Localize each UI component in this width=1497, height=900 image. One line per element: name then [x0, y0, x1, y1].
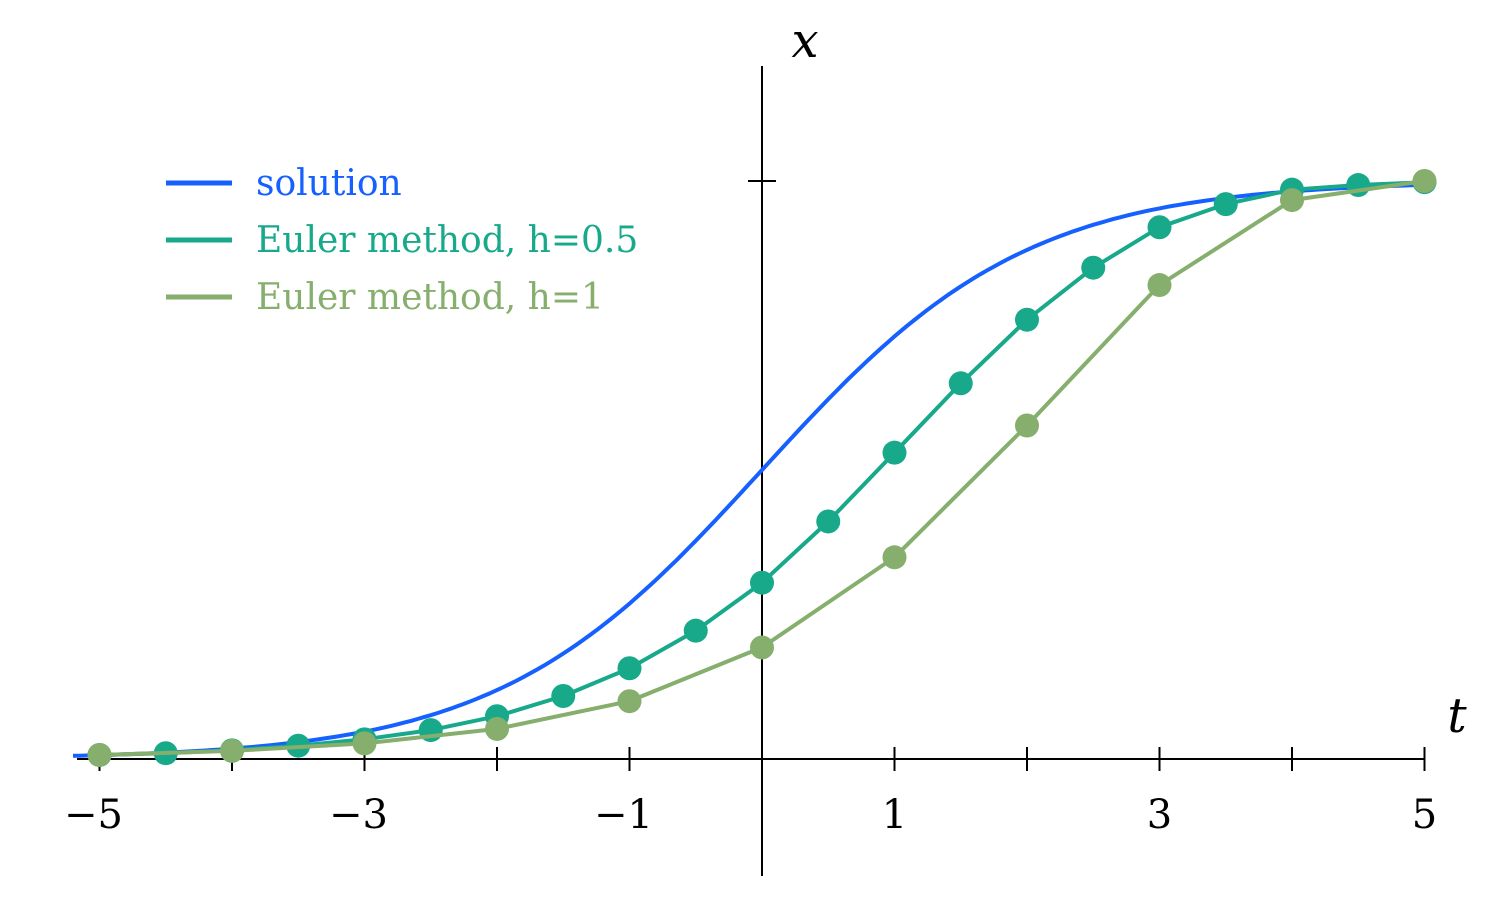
x-tick-label: −1 — [594, 792, 653, 838]
data-point — [1147, 215, 1172, 240]
data-point — [1412, 169, 1437, 193]
data-point — [485, 716, 509, 741]
data-point — [1015, 307, 1039, 332]
data-point — [683, 618, 708, 643]
data-point — [882, 440, 907, 465]
x-tick-label: 5 — [1412, 792, 1437, 838]
data-point — [352, 731, 377, 756]
data-point — [1280, 188, 1304, 213]
x-tick-label: −5 — [64, 792, 123, 838]
data-point — [750, 570, 774, 595]
data-point — [87, 742, 112, 767]
data-point — [882, 545, 907, 570]
legend-label: solution — [256, 163, 402, 204]
data-point — [1147, 273, 1172, 298]
data-point — [1015, 413, 1039, 438]
data-point — [1081, 255, 1106, 280]
data-point — [220, 738, 244, 763]
legend-label: Euler method, h=1 — [256, 277, 604, 318]
series-line-1 — [72, 182, 1425, 758]
data-point — [948, 371, 973, 396]
data-point — [1213, 192, 1238, 217]
axes: −5 −3 −1 1 3 5 t x — [64, 13, 1467, 876]
x-axis-label: x — [791, 13, 818, 69]
data-point — [617, 689, 642, 714]
data-point — [617, 656, 642, 681]
data-point — [750, 635, 774, 660]
x-tick-label: −3 — [329, 792, 388, 838]
data-point — [816, 509, 841, 534]
series-layer — [72, 169, 1437, 767]
t-axis-label: t — [1447, 688, 1467, 744]
legend-label: Euler method, h=0.5 — [256, 220, 638, 261]
data-point — [551, 683, 576, 708]
legend: solution Euler method, h=0.5 Euler method,… — [166, 163, 638, 318]
x-tick-label: 1 — [882, 792, 907, 838]
x-tick-label: 3 — [1147, 792, 1172, 838]
